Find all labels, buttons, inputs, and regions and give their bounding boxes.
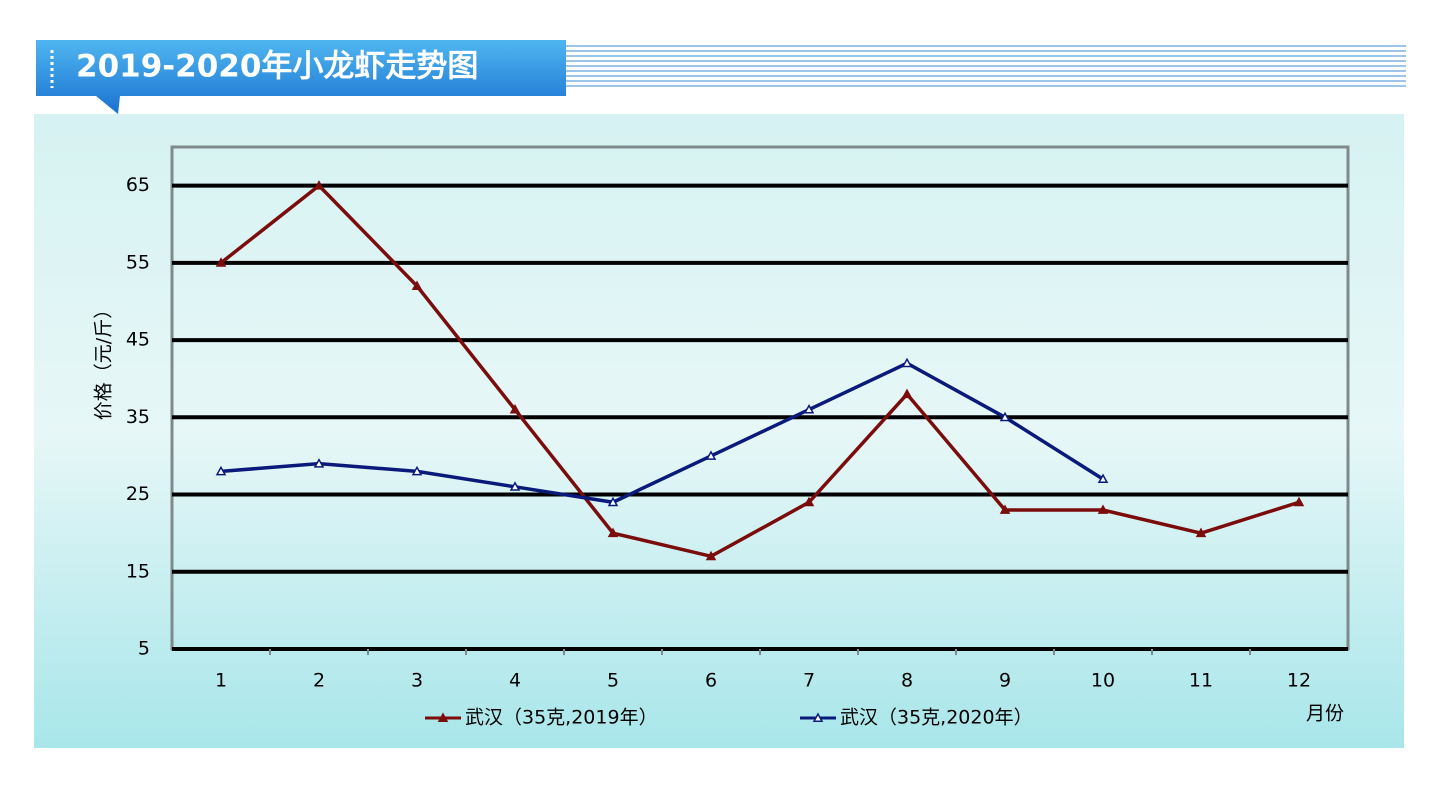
point-marker — [1097, 473, 1109, 484]
point-marker — [411, 465, 423, 476]
y-tick-label: 15 — [126, 560, 150, 582]
legend-marker — [812, 712, 824, 722]
y-tick-label: 5 — [138, 638, 150, 660]
y-tick-label: 65 — [126, 174, 150, 196]
point-marker — [215, 465, 227, 476]
x-tick-label: 4 — [509, 670, 521, 692]
stripes — [566, 42, 1406, 90]
point-marker — [999, 411, 1011, 422]
point-marker — [607, 496, 619, 507]
x-tick-label: 1 — [215, 670, 227, 692]
point-marker — [1097, 504, 1109, 514]
point-marker — [705, 450, 717, 460]
series-line — [219, 183, 1300, 559]
x-tick-label: 9 — [999, 670, 1011, 692]
y-tick-label: 35 — [126, 406, 150, 428]
x-tick-label: 11 — [1189, 670, 1213, 692]
point-marker — [313, 458, 325, 468]
legend-marker — [437, 712, 449, 722]
x-tick-label: 2 — [313, 670, 325, 692]
y-tick-label: 25 — [126, 483, 150, 505]
point-marker — [803, 496, 815, 507]
point-marker — [215, 257, 227, 267]
legend-label: 武汉（35克,2020年） — [840, 707, 1033, 729]
y-tick-label: 55 — [126, 251, 150, 273]
x-tick-label: 7 — [803, 670, 815, 692]
point-marker — [411, 280, 423, 290]
point-marker — [1293, 496, 1305, 507]
x-tick-label: 5 — [607, 670, 619, 692]
y-axis-label: 价格（元/斤） — [93, 300, 115, 420]
x-tick-label: 3 — [411, 670, 423, 692]
legend-label: 武汉（35克,2019年） — [465, 707, 658, 729]
point-marker — [607, 527, 619, 538]
x-axis-label: 月份 — [1306, 703, 1344, 725]
point-marker — [1195, 527, 1207, 538]
point-marker — [313, 180, 325, 190]
point-marker — [509, 481, 521, 491]
x-tick-label: 12 — [1287, 670, 1311, 692]
title-banner — [36, 40, 566, 114]
point-marker — [999, 504, 1011, 514]
panel — [34, 114, 1404, 748]
point-marker — [901, 388, 913, 399]
point-marker — [509, 404, 521, 414]
point-marker — [705, 550, 717, 561]
x-tick-label: 6 — [705, 670, 717, 692]
chart-title: 2019-2020年小龙虾走势图 — [76, 49, 478, 85]
y-tick-label: 45 — [126, 329, 150, 351]
series-line — [220, 361, 1104, 505]
x-tick-label: 10 — [1091, 670, 1115, 692]
point-marker — [803, 404, 815, 414]
point-marker — [901, 357, 913, 368]
x-tick-label: 8 — [901, 670, 913, 692]
